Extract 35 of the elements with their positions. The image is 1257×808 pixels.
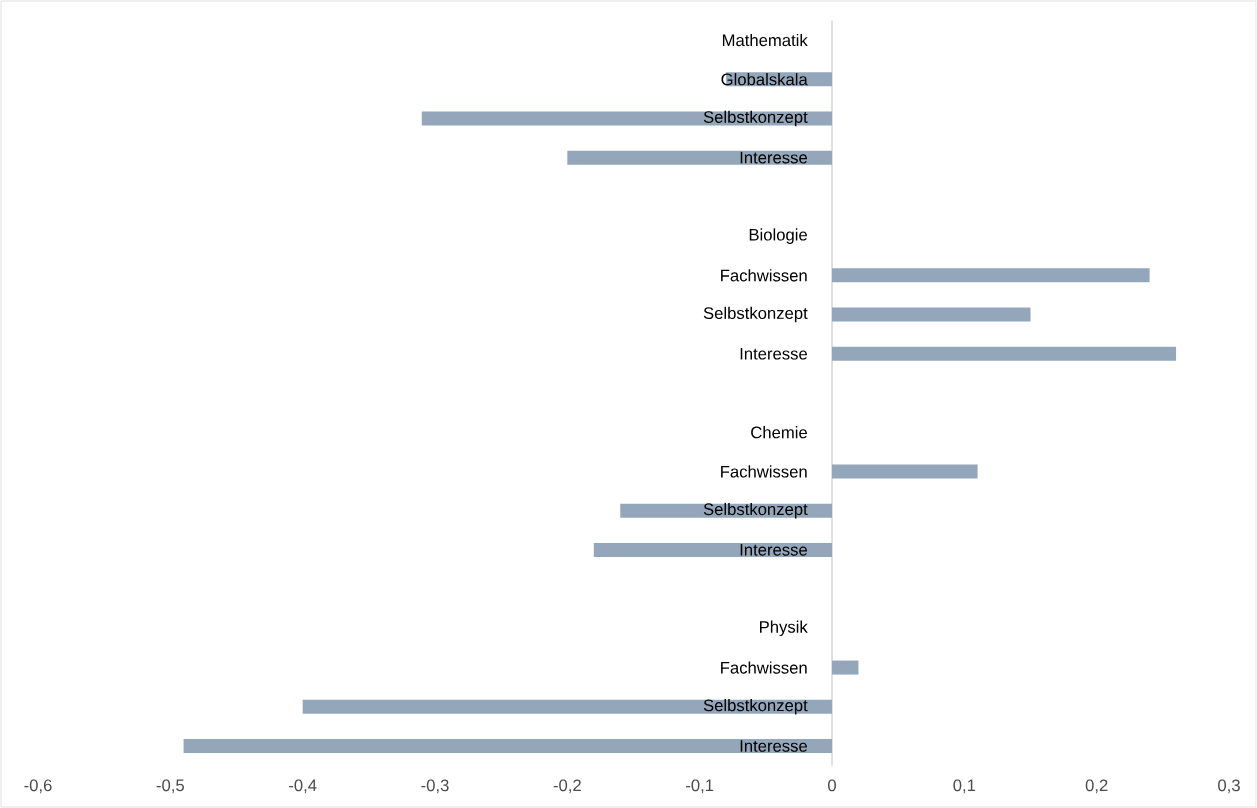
x-tick-label: 0 [828, 779, 836, 792]
y-tick-label: Chemie [751, 426, 807, 439]
bar [567, 150, 832, 165]
y-tick-label: Interesse [740, 347, 807, 360]
y-tick-label: Interesse [740, 544, 807, 556]
bar [421, 111, 832, 126]
y-tick-label: Fachwissen [721, 269, 807, 282]
bar [832, 346, 1177, 361]
bar [593, 542, 832, 557]
bar [832, 268, 1150, 283]
x-tick-label: 0,3 [1218, 779, 1240, 794]
x-tick-label: 0,1 [953, 779, 976, 794]
y-tick-label: Selbstkonzept [703, 502, 808, 519]
y-tick-label: Physik [760, 620, 808, 637]
y-tick-label: Biologie [749, 228, 807, 244]
y-tick-label: Mathematik [722, 33, 808, 47]
bar [832, 307, 1031, 322]
y-tick-label: Fachwissen [721, 661, 807, 674]
y-tick-label: Selbstkonzept [703, 306, 808, 323]
x-tick-label: -0,6 [24, 779, 52, 794]
bar [183, 739, 832, 753]
x-tick-label: -0,4 [289, 779, 317, 794]
bar [832, 660, 859, 675]
y-tick-label: Interesse [740, 740, 807, 752]
x-tick-label: -0,1 [686, 779, 714, 794]
bar [302, 699, 832, 714]
y-tick-label: Interesse [740, 151, 807, 164]
y-tick-label: Selbstkonzept [703, 699, 808, 715]
y-tick-label: Fachwissen [721, 465, 807, 478]
x-tick-label: -0,3 [421, 779, 449, 794]
x-tick-label: -0,2 [553, 779, 581, 794]
bar [832, 464, 978, 479]
y-tick-label: Selbstkonzept [703, 110, 808, 127]
x-tick-label: 0,2 [1085, 779, 1108, 794]
x-tick-label: -0,5 [156, 779, 184, 794]
